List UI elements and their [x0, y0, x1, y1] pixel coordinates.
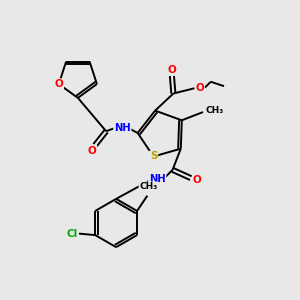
Text: CH₃: CH₃ — [205, 106, 224, 116]
Text: Cl: Cl — [67, 229, 78, 238]
Text: NH: NH — [114, 123, 130, 133]
Text: NH: NH — [149, 174, 166, 184]
Text: O: O — [54, 79, 63, 89]
Text: O: O — [88, 146, 96, 156]
Text: O: O — [167, 65, 176, 75]
Text: S: S — [150, 152, 157, 161]
Text: O: O — [193, 175, 202, 184]
Text: O: O — [196, 83, 204, 93]
Text: CH₃: CH₃ — [139, 182, 158, 191]
